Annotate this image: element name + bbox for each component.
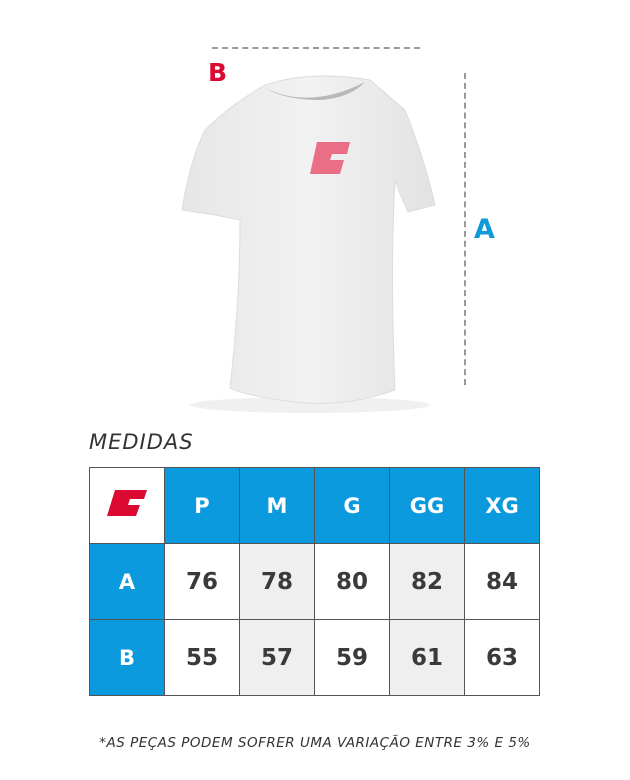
table-cell: 57 xyxy=(239,619,315,696)
length-dimension-line xyxy=(464,73,466,385)
table-cell: 59 xyxy=(314,619,390,696)
brand-logo-icon xyxy=(107,489,147,516)
table-cell: 55 xyxy=(164,619,240,696)
table-cell: 80 xyxy=(314,543,390,620)
section-title: MEDIDAS xyxy=(89,430,194,454)
size-header-m: M xyxy=(239,467,315,544)
size-table: P M G GG XG A 76 78 80 82 84 B 55 57 59 … xyxy=(89,467,540,696)
label-a: A xyxy=(474,214,495,245)
size-header-g: G xyxy=(314,467,390,544)
width-dimension-line xyxy=(212,47,420,49)
brand-logo-cell xyxy=(89,467,165,544)
variation-note: *AS PEÇAS PODEM SOFRER UMA VARIAÇÃO ENTR… xyxy=(99,735,531,751)
label-b: B xyxy=(208,58,228,87)
row-label: A xyxy=(89,543,165,620)
table-cell: 76 xyxy=(164,543,240,620)
table-cell: 63 xyxy=(464,619,540,696)
table-cell: 84 xyxy=(464,543,540,620)
table-cell: 61 xyxy=(389,619,465,696)
table-cell: 82 xyxy=(389,543,465,620)
size-header-p: P xyxy=(164,467,240,544)
size-header-xg: XG xyxy=(464,467,540,544)
chest-logo-icon xyxy=(310,142,350,174)
size-header-gg: GG xyxy=(389,467,465,544)
table-row: A 76 78 80 82 84 xyxy=(89,543,540,620)
tshirt-image xyxy=(181,75,436,413)
table-cell: 78 xyxy=(239,543,315,620)
row-label: B xyxy=(89,619,165,696)
table-row: B 55 57 59 61 63 xyxy=(89,619,540,696)
table-header-row: P M G GG XG xyxy=(89,467,540,544)
